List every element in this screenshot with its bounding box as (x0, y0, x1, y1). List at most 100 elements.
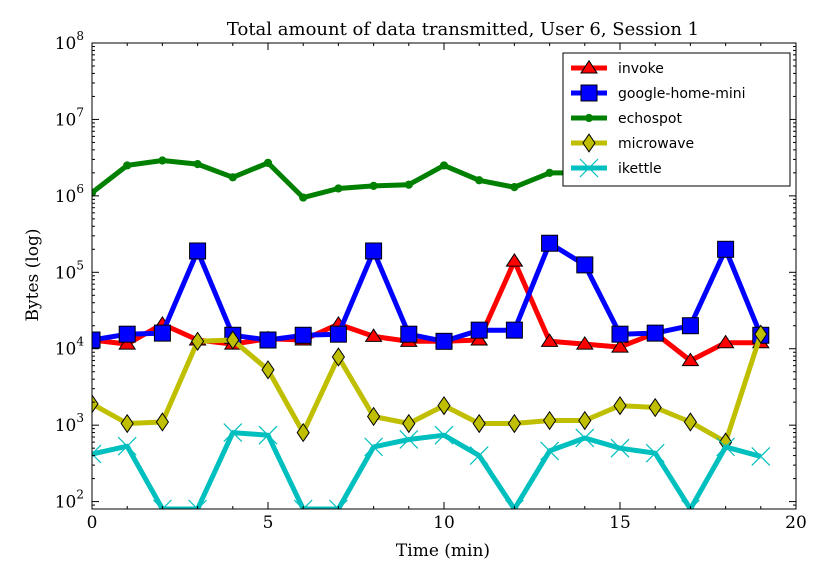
data-point-ikettle (610, 438, 630, 458)
data-point-ikettle (645, 443, 665, 463)
data-point-microwave (155, 412, 170, 432)
x-tick-label: 10 (433, 513, 455, 533)
data-point-echospot (263, 158, 273, 167)
data-point-invoke (575, 335, 594, 350)
data-point-microwave (437, 395, 451, 416)
legend-item-invoke: invoke (571, 59, 664, 77)
data-point-microwave (261, 360, 275, 380)
x-axis-label: Time (min) (396, 541, 490, 561)
legend-item-google-home-mini: google-home-mini (571, 84, 746, 102)
data-point-echospot (193, 160, 202, 169)
x-tick-label: 0 (87, 513, 98, 533)
legend-marker-echospot (584, 113, 594, 123)
legend-label-ikettle: ikettle (618, 161, 662, 177)
data-point-ikettle (504, 499, 524, 509)
legend-marker-google-home-mini (580, 84, 598, 102)
data-point-invoke (470, 331, 489, 346)
legend-marker-microwave (582, 133, 596, 153)
legend-item-echospot: echospot (571, 111, 682, 127)
x-tick-label: 15 (609, 513, 631, 533)
data-point-google-home-mini (365, 242, 383, 260)
x-tick-label: 20 (785, 513, 807, 533)
data-point-ikettle (540, 441, 560, 461)
data-point-ikettle (293, 499, 313, 509)
data-point-ikettle (364, 437, 384, 457)
data-point-microwave (190, 331, 205, 352)
data-point-google-home-mini (400, 325, 418, 343)
series-line-ikettle (92, 430, 762, 509)
y-tick-label: 107 (55, 105, 84, 130)
data-point-google-home-mini (681, 317, 699, 335)
data-point-ikettle (258, 425, 278, 445)
data-point-microwave (402, 413, 416, 434)
data-point-invoke (540, 333, 559, 347)
data-point-google-home-mini (435, 332, 453, 350)
data-point-google-home-mini (259, 331, 277, 349)
data-point-echospot (299, 193, 308, 202)
axes: 0 5 10 15 20 102 103 104 105 106 107 108 (55, 29, 807, 533)
legend-item-microwave: microwave (571, 133, 694, 153)
y-axis-label: Bytes (log) (23, 229, 43, 322)
data-point-invoke (611, 338, 629, 353)
legend-label-echospot: echospot (618, 111, 682, 127)
data-point-echospot (228, 173, 237, 182)
data-point-echospot (545, 168, 554, 177)
data-point-echospot (369, 181, 378, 191)
data-point-google-home-mini (717, 240, 735, 258)
legend: invoke google-home-mini echospot microwave i… (562, 52, 791, 187)
y-tick-label: 103 (55, 411, 84, 436)
data-point-microwave (296, 422, 310, 443)
data-point-google-home-mini (576, 256, 594, 274)
data-point-echospot (123, 161, 132, 170)
data-point-google-home-mini (329, 325, 347, 343)
data-point-microwave (683, 412, 698, 432)
data-point-echospot (439, 161, 449, 170)
data-point-ikettle (188, 499, 208, 509)
data-point-google-home-mini (92, 331, 101, 349)
data-point-google-home-mini (189, 242, 207, 260)
data-point-ikettle (751, 446, 771, 466)
data-point-ikettle (399, 430, 419, 449)
data-point-google-home-mini (470, 321, 488, 339)
data-point-microwave (366, 406, 381, 427)
series-google-home-mini (92, 234, 770, 350)
data-point-ikettle (223, 423, 243, 442)
y-tick-label: 106 (55, 182, 84, 207)
data-point-ikettle (680, 499, 700, 509)
data-point-google-home-mini (611, 325, 629, 343)
data-point-microwave (331, 347, 346, 367)
data-point-google-home-mini (646, 324, 664, 342)
data-point-ikettle (469, 446, 489, 466)
legend-label-microwave: microwave (618, 136, 694, 152)
data-point-google-home-mini (153, 324, 171, 342)
data-point-echospot (334, 184, 343, 193)
legend-label-invoke: invoke (618, 61, 664, 77)
data-point-microwave (507, 413, 522, 434)
data-point-microwave (226, 330, 240, 350)
data-point-ikettle (434, 425, 454, 445)
data-point-invoke (505, 253, 524, 267)
chart-title: Total amount of data transmitted, User 6… (227, 19, 699, 40)
legend-label-google-home-mini: google-home-mini (618, 86, 746, 102)
data-point-invoke (716, 334, 735, 349)
data-point-ikettle (92, 444, 102, 464)
data-point-microwave (613, 395, 627, 416)
data-point-microwave (754, 324, 768, 344)
legend-marker-ikettle (579, 158, 599, 178)
data-point-ikettle (117, 436, 137, 456)
data-point-echospot (475, 176, 484, 185)
data-point-google-home-mini (294, 326, 312, 344)
data-point-microwave (648, 397, 662, 418)
legend-marker-invoke (580, 59, 598, 74)
series-microwave (92, 324, 768, 452)
data-point-microwave (120, 413, 134, 434)
data-point-ikettle (575, 428, 595, 448)
y-tick-label: 105 (55, 258, 84, 283)
legend-item-ikettle: ikettle (571, 158, 662, 178)
data-point-echospot (404, 180, 413, 189)
series-ikettle (92, 423, 771, 509)
data-point-microwave (92, 394, 99, 414)
y-tick-label: 108 (55, 29, 84, 54)
data-point-echospot (158, 156, 167, 165)
